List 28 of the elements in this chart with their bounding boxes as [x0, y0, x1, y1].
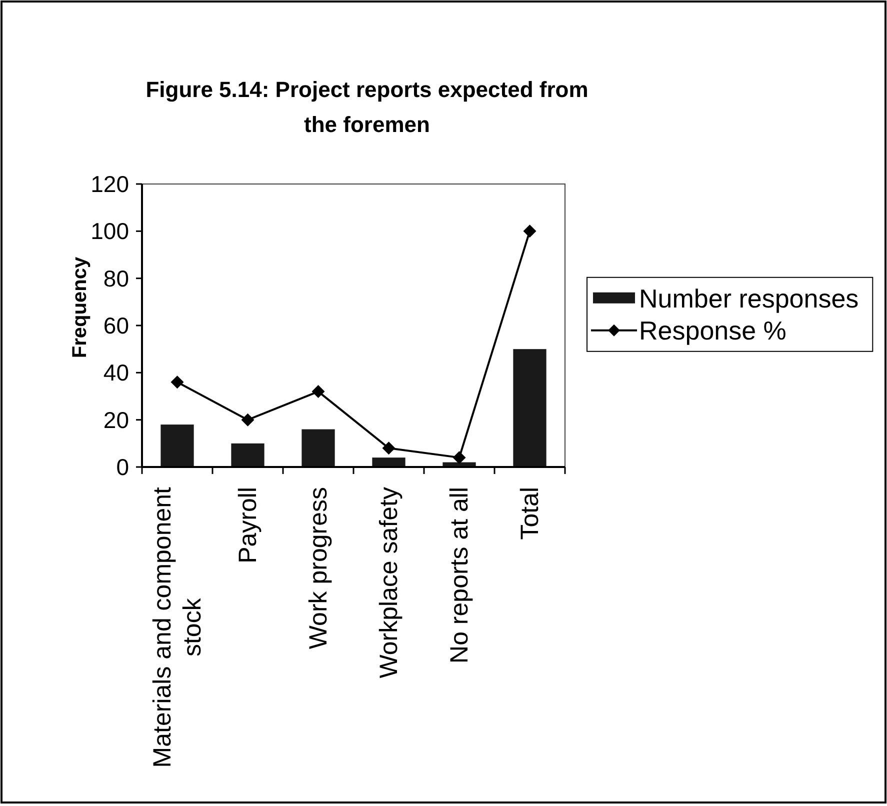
- y-tick-label: 60: [103, 312, 129, 338]
- x-tick-label: Payroll: [234, 486, 262, 564]
- x-tick-label: Materials and component stock: [148, 486, 206, 768]
- y-tick-label: 80: [103, 265, 129, 292]
- point: [382, 442, 396, 455]
- bar: [372, 458, 406, 467]
- y-axis-title: Frequency: [69, 256, 91, 358]
- legend-label: Number responses: [639, 283, 859, 314]
- point: [241, 413, 254, 426]
- legend-label: Response %: [639, 315, 786, 346]
- bar: [160, 424, 194, 467]
- x-tick-label: Work progress: [304, 486, 332, 650]
- chart-title: Figure 5.14: Project reports expected from the foremen: [146, 77, 588, 137]
- point: [170, 376, 184, 389]
- y-tick-label: 120: [90, 171, 129, 197]
- bar: [302, 429, 335, 467]
- bar: [513, 349, 546, 467]
- point: [523, 224, 536, 238]
- x-tick-label: No reports at all: [445, 487, 474, 664]
- point: [452, 451, 466, 464]
- x-tick-label: Total: [516, 487, 544, 540]
- bar: [231, 443, 264, 467]
- point: [312, 385, 325, 398]
- y-tick-label: 20: [103, 406, 129, 433]
- y-tick-label: 100: [90, 218, 129, 244]
- y-tick-label: 40: [103, 360, 129, 386]
- y-tick-label: 0: [116, 454, 129, 480]
- x-tick-label: Workplace safety: [374, 486, 403, 678]
